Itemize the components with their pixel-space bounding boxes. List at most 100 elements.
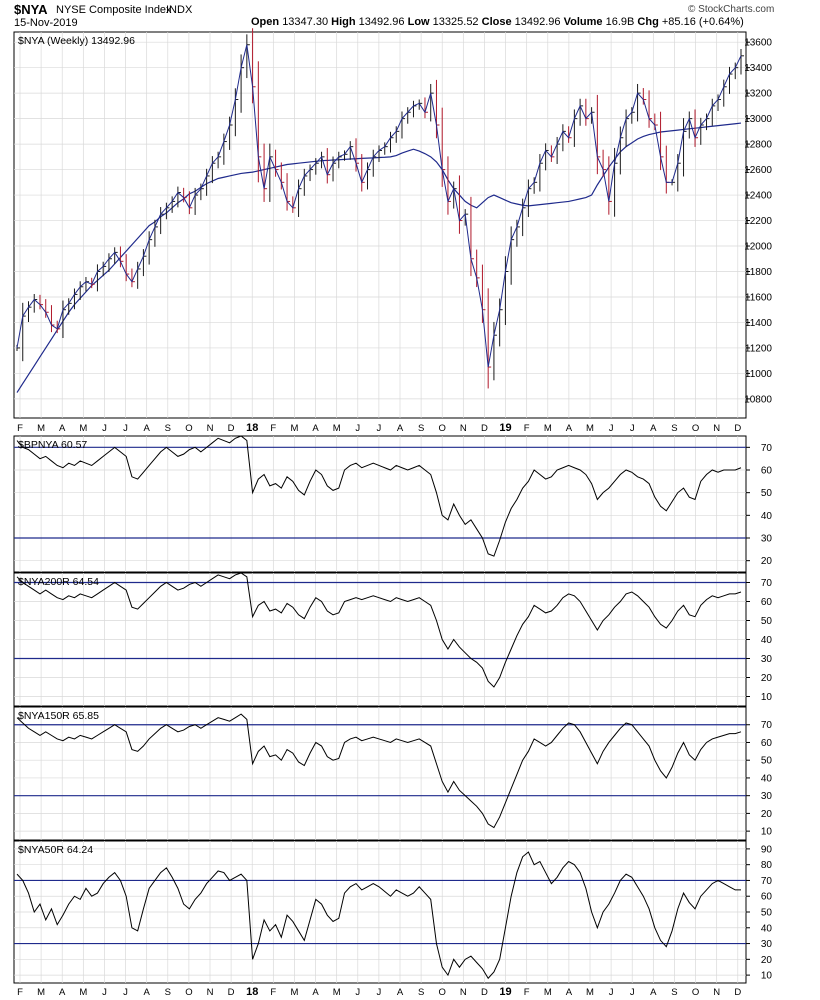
x-tick-label-top: M bbox=[333, 423, 341, 434]
x-tick-label-bottom: A bbox=[59, 987, 66, 998]
x-tick-label-bottom: N bbox=[713, 987, 720, 998]
y-tick-label: 30 bbox=[761, 791, 773, 802]
low-value: 13325.52 bbox=[432, 16, 479, 28]
x-tick-label-top: M bbox=[290, 423, 298, 434]
y-tick-label: 60 bbox=[761, 892, 773, 903]
y-tick-label: 10 bbox=[761, 692, 773, 703]
bpnya-panel: 20 30 40 50 60 70 $BPNYA 60.57 bbox=[13, 435, 773, 573]
y-tick-label: 80 bbox=[761, 860, 773, 871]
y-tick-label: 11200 bbox=[745, 343, 773, 354]
x-tick-label-top: S bbox=[671, 423, 677, 434]
panel-legend: $NYA (Weekly) 13492.96 bbox=[18, 35, 135, 47]
index-name: NYSE Composite Index bbox=[56, 4, 172, 16]
x-tick-label-bottom: S bbox=[165, 987, 171, 998]
x-tick-label-top: M bbox=[79, 423, 87, 434]
x-tick-label-bottom: M bbox=[544, 987, 552, 998]
symbol-title: $NYA bbox=[14, 2, 48, 17]
open-label: Open bbox=[251, 16, 280, 28]
y-tick-label: 10 bbox=[761, 827, 773, 838]
x-tick-label-top: 18 bbox=[246, 422, 258, 434]
x-tick-label-top: D bbox=[481, 423, 488, 434]
x-tick-label-bottom: A bbox=[566, 987, 573, 998]
high-value: 13492.96 bbox=[358, 16, 405, 28]
x-tick-label-bottom: O bbox=[692, 987, 699, 998]
close-label: Close bbox=[481, 16, 512, 28]
change-label: Chg bbox=[637, 16, 659, 28]
x-tick-label-bottom: 19 bbox=[499, 986, 511, 998]
x-tick-label-bottom: A bbox=[312, 987, 319, 998]
y-tick-label: 30 bbox=[761, 654, 773, 665]
x-tick-label-bottom: J bbox=[377, 987, 382, 998]
y-tick-label: 12800 bbox=[744, 140, 772, 151]
y-tick-label: 30 bbox=[761, 939, 773, 950]
x-tick-label-bottom: F bbox=[17, 987, 23, 998]
y-tick-label: 70 bbox=[761, 720, 773, 731]
x-tick-label-top: J bbox=[630, 423, 635, 434]
y-tick-label: 60 bbox=[761, 466, 773, 477]
ohlc-quote: Open 13347.30 High 13492.96 Low 13325.52… bbox=[251, 16, 744, 28]
change-value: +85.16 (+0.64%) bbox=[661, 16, 744, 28]
chart-date: 15-Nov-2019 bbox=[14, 17, 78, 29]
x-tick-label-bottom: J bbox=[609, 987, 614, 998]
y-tick-label: 11400 bbox=[745, 318, 773, 329]
x-tick-label-top: O bbox=[185, 423, 192, 434]
brand-link[interactable]: © StockCharts.com bbox=[688, 4, 775, 15]
volume-label: Volume bbox=[563, 16, 603, 28]
y-tick-label: 60 bbox=[761, 738, 773, 749]
y-tick-label: 11000 bbox=[745, 369, 773, 380]
x-tick-label-top: S bbox=[418, 423, 424, 434]
x-tick-label-bottom: J bbox=[630, 987, 635, 998]
x-tick-label-bottom: N bbox=[207, 987, 214, 998]
y-tick-label: 13600 bbox=[744, 38, 772, 49]
low-label: Low bbox=[407, 16, 430, 28]
x-tick-label-bottom: 18 bbox=[246, 986, 258, 998]
x-tick-label-top: J bbox=[377, 423, 382, 434]
nya50r-panel: 10 20 30 40 50 60 70 80 90 $NYA50R 64.24 bbox=[13, 840, 773, 984]
panel-frame bbox=[13, 706, 747, 841]
y-tick-label: 11600 bbox=[745, 292, 773, 303]
x-tick-label-top: M bbox=[544, 423, 552, 434]
x-tick-label-top: 19 bbox=[499, 422, 511, 434]
x-tick-label-top: N bbox=[460, 423, 467, 434]
price-close-line bbox=[16, 44, 742, 368]
x-tick-label-bottom: M bbox=[37, 987, 45, 998]
panel-legend: $BPNYA 60.57 bbox=[18, 439, 87, 451]
x-tick-label-bottom: M bbox=[290, 987, 298, 998]
x-tick-label-top: A bbox=[566, 423, 573, 434]
x-tick-label-bottom: O bbox=[185, 987, 192, 998]
high-label: High bbox=[331, 16, 356, 28]
y-tick-label: 50 bbox=[761, 756, 773, 767]
x-tick-label-bottom: S bbox=[418, 987, 424, 998]
y-tick-label: 11800 bbox=[745, 267, 773, 278]
y-tick-label: 12000 bbox=[744, 242, 772, 253]
y-tick-label: 40 bbox=[761, 511, 773, 522]
x-tick-label-top: F bbox=[17, 423, 23, 434]
x-tick-label-top: D bbox=[734, 423, 741, 434]
x-tick-label-bottom: D bbox=[734, 987, 741, 998]
close-value: 13492.96 bbox=[514, 16, 561, 28]
y-tick-label: 70 bbox=[761, 876, 773, 887]
x-tick-label-top: O bbox=[439, 423, 446, 434]
x-tick-label-bottom: F bbox=[270, 987, 276, 998]
open-value: 13347.30 bbox=[282, 16, 329, 28]
x-tick-label-top: M bbox=[37, 423, 45, 434]
y-tick-label: 70 bbox=[761, 578, 773, 589]
x-tick-label-bottom: J bbox=[355, 987, 360, 998]
panel-frame bbox=[13, 435, 747, 573]
x-tick-label-bottom: J bbox=[123, 987, 128, 998]
y-tick-label: 20 bbox=[761, 955, 773, 966]
y-tick-label: 12400 bbox=[744, 191, 772, 202]
y-tick-label: 60 bbox=[761, 597, 773, 608]
x-tick-label-bottom: M bbox=[586, 987, 594, 998]
x-tick-label-top: N bbox=[713, 423, 720, 434]
x-tick-label-bottom: A bbox=[397, 987, 404, 998]
x-tick-label-bottom: S bbox=[671, 987, 677, 998]
y-tick-label: 90 bbox=[761, 844, 773, 855]
panel-legend: $NYA50R 64.24 bbox=[18, 844, 93, 856]
x-tick-label-top: O bbox=[692, 423, 699, 434]
nya150r-panel: 10 20 30 40 50 60 70 $NYA150R 65.85 bbox=[13, 706, 773, 841]
x-tick-label-top: J bbox=[355, 423, 360, 434]
x-tick-label-top: N bbox=[207, 423, 214, 434]
x-tick-label-bottom: M bbox=[333, 987, 341, 998]
